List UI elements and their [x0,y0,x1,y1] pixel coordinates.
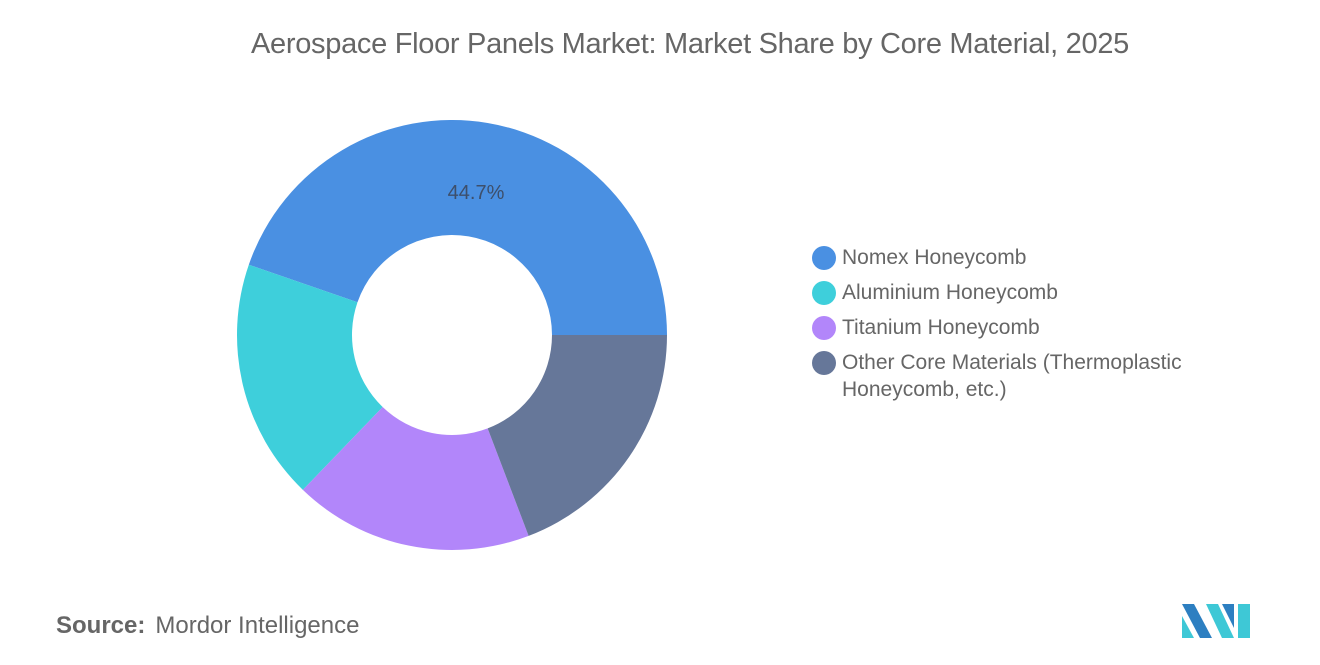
legend-label: Other Core Materials (Thermoplastic Hone… [842,351,1182,401]
donut-slice-aluminium-honeycomb[interactable] [236,264,383,490]
donut-slice-other-core-materials-thermoplastic-honeycomb-etc[interactable] [487,335,667,536]
source-value: Mordor Intelligence [155,612,360,639]
legend-label: Titanium Honeycomb [842,316,1040,339]
legend-item-aluminium-honeycomb[interactable]: Aluminium Honeycomb [812,279,1232,306]
legend-swatch-icon [812,316,836,340]
legend-item-titanium-honeycomb[interactable]: Titanium Honeycomb [812,314,1232,341]
source-key: Source: [56,612,146,639]
legend-label: Aluminium Honeycomb [842,281,1058,304]
legend-swatch-icon [812,246,836,270]
legend-swatch-icon [812,281,836,305]
legend-label: Nomex Honeycomb [842,246,1027,269]
chart-title: Aerospace Floor Panels Market: Market Sh… [251,28,1129,60]
mordor-intelligence-logo-icon [1182,604,1250,638]
donut-slice-titanium-honeycomb[interactable] [302,407,529,550]
donut-slice-nomex-honeycomb[interactable] [248,119,667,335]
donut-slices [236,119,667,550]
legend: Nomex Honeycomb Aluminium Honeycomb Tita… [812,244,1232,411]
legend-item-nomex-honeycomb[interactable]: Nomex Honeycomb [812,244,1232,271]
legend-swatch-icon [812,351,836,375]
legend-item-other-core-materials[interactable]: Other Core Materials (Thermoplastic Hone… [812,349,1232,403]
slice-value-label: 44.7% [448,182,505,204]
source-note: Source: Mordor Intelligence [56,612,359,640]
